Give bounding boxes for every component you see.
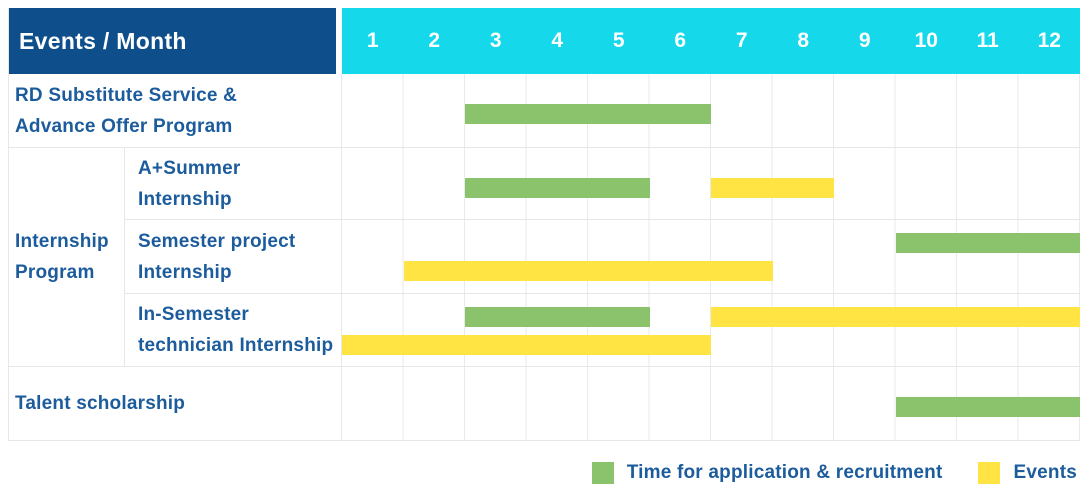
internship-program-group: Internship Program A+Summer Internship S… bbox=[9, 148, 1080, 367]
application-recruitment-bar bbox=[895, 233, 1080, 253]
corner-header-label: Events / Month bbox=[19, 27, 187, 54]
row-label-line: Internship bbox=[138, 261, 232, 283]
event-bar bbox=[342, 335, 711, 355]
months-header: 1 2 3 4 5 6 7 8 9 10 11 12 bbox=[342, 8, 1080, 74]
legend-label: Time for application & recruitment bbox=[626, 462, 943, 483]
row-label-talent-scholarship: Talent scholarship bbox=[9, 367, 342, 440]
row-label-line: Internship bbox=[138, 188, 232, 210]
timeline-talent-scholarship bbox=[342, 367, 1080, 440]
row-label-rd-substitute-service: RD Substitute Service & Advance Offer Pr… bbox=[9, 74, 342, 147]
row-label-line: In-Semester bbox=[138, 304, 249, 325]
row-label-a-plus-summer-internship: A+Summer Internship bbox=[125, 148, 342, 219]
table-row: A+Summer Internship bbox=[125, 148, 1080, 220]
group-label-internship-program: Internship Program bbox=[9, 148, 125, 366]
corner-header-cell: Events / Month bbox=[9, 8, 336, 74]
table-header-row: Events / Month 1 2 3 4 5 6 7 8 9 10 11 12 bbox=[9, 8, 1080, 74]
legend-label: Events bbox=[1013, 462, 1077, 483]
group-label-line: Internship bbox=[15, 231, 109, 252]
month-header-label: 4 bbox=[551, 29, 564, 52]
month-header-label: 7 bbox=[735, 29, 748, 52]
timeline-semester-project-internship bbox=[342, 220, 1080, 293]
row-label-line: Talent scholarship bbox=[15, 393, 186, 414]
row-label-line: Semester project bbox=[138, 230, 296, 252]
event-bar bbox=[711, 178, 834, 198]
table-row: In-Semester technician Internship bbox=[125, 294, 1080, 366]
month-header-label: 9 bbox=[858, 29, 871, 52]
table-row: Talent scholarship bbox=[9, 367, 1080, 441]
row-label-semester-project-internship: Semester project Internship bbox=[125, 220, 342, 293]
application-recruitment-bar bbox=[895, 397, 1080, 417]
green-swatch-icon bbox=[591, 462, 614, 484]
row-label-line: RD Substitute Service & bbox=[15, 84, 238, 106]
yellow-swatch-icon bbox=[978, 462, 1001, 484]
application-recruitment-bar bbox=[465, 307, 650, 327]
legend-item-events: Events bbox=[978, 462, 1077, 484]
application-recruitment-bar bbox=[465, 104, 711, 124]
month-header-label: 8 bbox=[797, 29, 810, 52]
event-bar bbox=[711, 307, 1080, 327]
month-header-label: 10 bbox=[914, 29, 938, 52]
timeline-in-semester-technician-internship bbox=[342, 294, 1080, 366]
month-header-label: 6 bbox=[674, 29, 687, 52]
timeline-a-plus-summer-internship bbox=[342, 148, 1080, 219]
month-header-label: 5 bbox=[612, 29, 625, 52]
group-label-line: Program bbox=[15, 262, 95, 283]
row-label-line: Advance Offer Program bbox=[15, 115, 233, 137]
row-label-line: technician Internship bbox=[138, 335, 334, 356]
table-row: Semester project Internship bbox=[125, 220, 1080, 294]
month-header-label: 11 bbox=[976, 29, 999, 52]
legend-item-application-recruitment: Time for application & recruitment bbox=[591, 462, 943, 484]
month-header-label: 3 bbox=[489, 29, 502, 52]
legend: Time for application & recruitment Event… bbox=[0, 462, 1077, 484]
month-header-label: 12 bbox=[1037, 29, 1061, 52]
month-header-label: 2 bbox=[428, 29, 441, 52]
row-label-in-semester-technician-internship: In-Semester technician Internship bbox=[125, 294, 342, 366]
event-bar bbox=[403, 261, 773, 281]
month-header-label: 1 bbox=[366, 29, 379, 52]
application-recruitment-bar bbox=[465, 178, 650, 198]
row-label-line: A+Summer bbox=[138, 157, 241, 179]
table-row: RD Substitute Service & Advance Offer Pr… bbox=[9, 74, 1080, 148]
gantt-table: Events / Month 1 2 3 4 5 6 7 8 9 10 11 12 RD Substi… bbox=[8, 8, 1080, 441]
timeline-rd-substitute-service bbox=[342, 74, 1080, 147]
